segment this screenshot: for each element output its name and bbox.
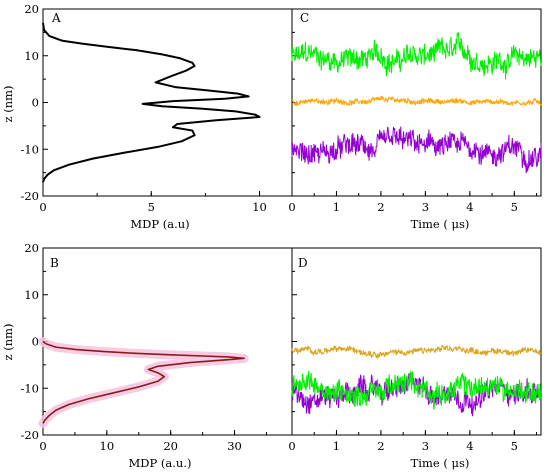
panel-c-xtick-label: 2 — [377, 200, 384, 214]
panel-b: B z (nm) MDP (a.u.) 0 10 20 30 -20 -10 0 10 20 — [1, 241, 293, 470]
panel-b-xtick-label: 30 — [227, 439, 242, 453]
panel-b-frame — [42, 247, 293, 436]
panel-a-ylabel: z (nm) — [1, 86, 15, 123]
panel-b-plot — [38, 337, 249, 428]
panel-b-ytick-label: -10 — [20, 381, 39, 395]
panel-d-xlabel: Time ( μs) — [411, 456, 470, 470]
panel-c-xtick-label: 0 — [288, 200, 295, 214]
panel-b-xlabel: MDP (a.u.) — [129, 456, 192, 470]
panel-d-xtick-label: 2 — [377, 439, 384, 453]
panel-b-xtick-label: 20 — [163, 439, 178, 453]
panel-c-xlabel: Time ( μs) — [411, 217, 470, 231]
panel-d-series-2 — [291, 344, 542, 359]
panel-c-series-2 — [291, 126, 542, 174]
panel-a-xlabel: MDP (a.u) — [130, 217, 189, 231]
panel-a-ticks: 0 5 10 -20 -10 0 10 20 — [20, 2, 266, 214]
panel-c-series-0 — [291, 32, 542, 80]
panel-a-xtick-label: 10 — [252, 200, 267, 214]
panel-b-letter: B — [50, 256, 59, 270]
panel-a-ytick-label: -20 — [20, 189, 39, 203]
panel-a-profile-line — [42, 22, 261, 183]
panel-c-xtick-label: 3 — [422, 200, 429, 214]
panel-c-xtick-label: 4 — [466, 200, 473, 214]
panel-d-series-1 — [291, 370, 542, 410]
panel-a-xtick-label: 5 — [148, 200, 155, 214]
panel-b-profile-line — [42, 340, 245, 424]
panel-a-xtick-label: 0 — [39, 200, 46, 214]
panel-b-ytick-label: 0 — [32, 335, 39, 349]
panel-c-xtick-label: 1 — [333, 200, 340, 214]
panel-b-ytick-label: 10 — [24, 288, 39, 302]
panel-d-xtick-label: 3 — [422, 439, 429, 453]
panel-d-xtick-label: 4 — [466, 439, 473, 453]
panel-b-ticks: 0 10 20 30 -20 -10 0 10 20 — [20, 241, 267, 453]
panel-a: A z (nm) MDP (a.u) 0 5 10 -20 -10 0 10 20 — [1, 2, 293, 231]
panel-d-ticks: 0 1 2 3 4 5 — [288, 247, 538, 453]
panel-c-series-1 — [292, 95, 542, 107]
panel-b-ytick-label: 20 — [24, 241, 39, 255]
panel-d-xtick-label: 1 — [333, 439, 340, 453]
panel-d-xtick-label: 5 — [511, 439, 518, 453]
panel-d: D Time ( μs) 0 1 2 3 4 5 — [288, 247, 542, 470]
panel-b-ytick-label: -20 — [20, 428, 39, 442]
panel-b-ylabel: z (nm) — [1, 324, 15, 361]
panel-c-xtick-label: 5 — [511, 200, 518, 214]
panel-a-ytick-label: 0 — [32, 96, 39, 110]
panel-b-xtick-label: 10 — [100, 439, 115, 453]
panel-c-ticks: 0 1 2 3 4 5 — [288, 8, 538, 214]
panel-c-letter: C — [300, 11, 309, 25]
panel-d-letter: D — [298, 256, 308, 270]
panel-a-ytick-label: -10 — [20, 142, 39, 156]
panel-c: C Time ( μs) 0 1 2 3 4 5 — [288, 8, 542, 231]
panel-c-plot — [291, 32, 542, 174]
panel-d-xtick-label: 0 — [288, 439, 295, 453]
panel-a-ytick-label: 20 — [24, 2, 39, 16]
panel-b-xtick-label: 0 — [39, 439, 46, 453]
panel-a-letter: A — [51, 11, 61, 25]
panel-d-plot — [291, 344, 542, 417]
panel-a-ytick-label: 10 — [24, 49, 39, 63]
panel-a-plot — [42, 22, 261, 183]
